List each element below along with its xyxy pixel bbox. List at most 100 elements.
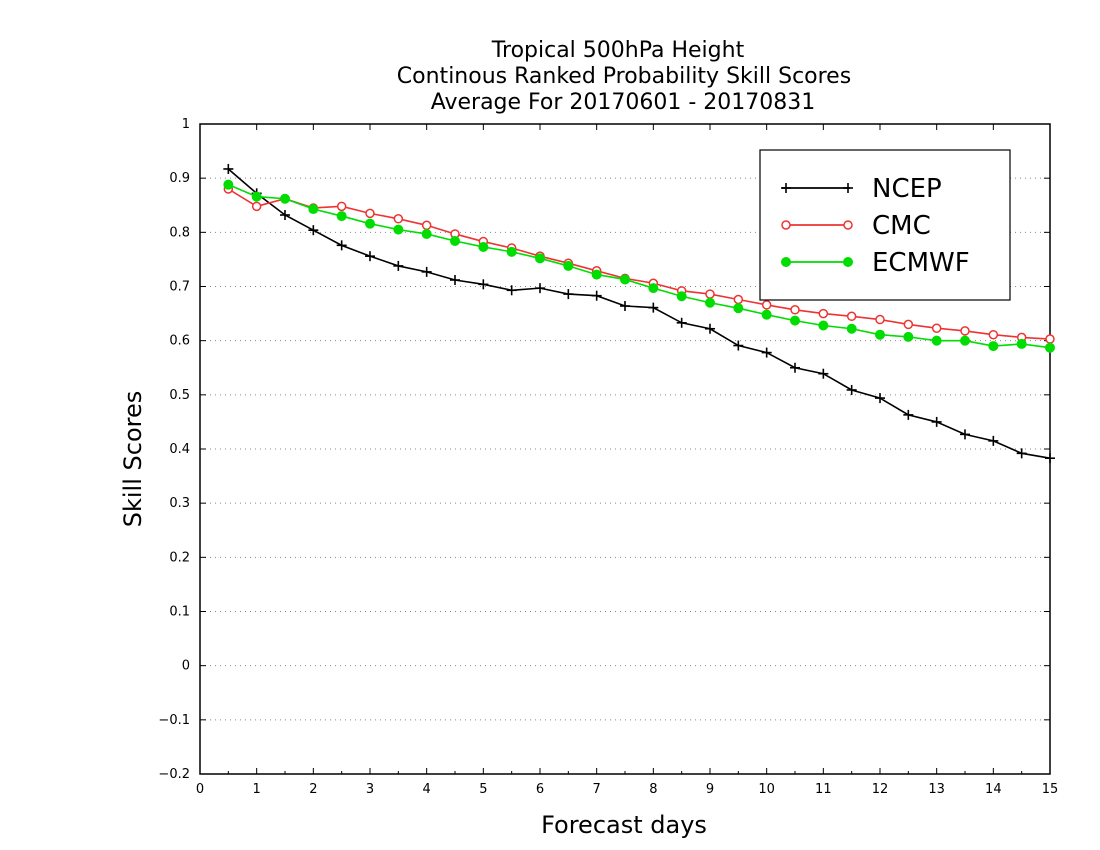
x-tick-label: 7 — [593, 782, 601, 797]
x-tick-label: 4 — [423, 782, 431, 797]
data-point-ecmwf — [761, 309, 772, 320]
data-point-ecmwf — [988, 341, 999, 352]
y-tick-label: 0.2 — [169, 550, 190, 565]
x-tick-label: 12 — [872, 782, 889, 797]
data-point-ecmwf — [875, 329, 885, 340]
data-point-ecmwf — [648, 283, 659, 294]
x-tick-label: 9 — [706, 782, 714, 797]
y-tick-label: 0.8 — [169, 225, 190, 240]
data-point-ecmwf — [1045, 342, 1055, 353]
chart-title-line-2: Continous Ranked Probability Skill Score… — [397, 64, 851, 89]
data-point-cmc — [251, 201, 262, 212]
data-point-cmc — [931, 323, 942, 333]
series-line-ncep — [227, 168, 1051, 459]
data-point-cmc — [988, 329, 999, 340]
series-line-cmc — [227, 188, 1051, 340]
grid — [200, 177, 1050, 721]
data-point-cmc — [336, 201, 347, 212]
series-ecmwf — [223, 179, 1055, 353]
data-point-ecmwf — [733, 303, 744, 314]
x-tick-label: 1 — [253, 782, 261, 797]
x-tick-label: 2 — [309, 782, 317, 797]
data-point-ecmwf — [308, 204, 319, 215]
x-tick-label: 10 — [758, 782, 775, 797]
y-tick-label: 0.7 — [169, 280, 190, 295]
x-tick-label: 8 — [649, 782, 657, 797]
legend-label-ncep: NCEP — [872, 174, 942, 204]
data-point-ecmwf — [393, 224, 404, 235]
data-point-ecmwf — [506, 246, 517, 257]
data-point-cmc — [875, 314, 885, 325]
data-point-ecmwf — [563, 260, 574, 271]
x-tick-label: 6 — [536, 782, 544, 797]
series-cmc — [223, 184, 1055, 344]
data-point-cmc — [903, 319, 914, 330]
x-tick-label: 14 — [985, 782, 1002, 797]
data-point-cmc — [761, 300, 772, 310]
y-tick-label: 0.3 — [169, 496, 190, 511]
x-tick-label: 15 — [1042, 782, 1059, 797]
data-point-ecmwf — [535, 253, 545, 264]
data-point-ecmwf — [223, 179, 234, 190]
data-point-ecmwf — [1016, 338, 1027, 349]
chart-title: Tropical 500hPa Height Continous Ranked … — [397, 38, 851, 115]
legend-label-ecmwf: ECMWF — [872, 248, 970, 278]
data-point-cmc — [846, 311, 857, 322]
series-ncep — [223, 163, 1055, 464]
data-point-ecmwf — [478, 241, 489, 252]
x-tick-label: 3 — [366, 782, 374, 797]
data-point-ecmwf — [818, 320, 829, 331]
data-point-ecmwf — [336, 211, 347, 222]
x-tick-label: 11 — [815, 782, 832, 797]
x-axis-label: Forecast days — [541, 811, 707, 839]
data-point-ecmwf — [450, 236, 460, 246]
data-point-ecmwf — [251, 191, 262, 202]
axes: −0.2−0.100.10.20.30.40.50.60.70.80.910 1 2… — [158, 117, 1058, 797]
y-tick-label: 0.4 — [169, 442, 190, 457]
y-tick-label: 0.5 — [169, 388, 190, 403]
data-point-cmc — [1045, 334, 1055, 344]
y-tick-label: 0.9 — [169, 171, 190, 186]
data-point-cmc — [818, 308, 829, 319]
y-tick-label: −0.2 — [158, 767, 190, 782]
data-point-cmc — [421, 220, 432, 231]
data-point-ecmwf — [846, 323, 857, 334]
legend-item-ncep: NCEP — [781, 174, 942, 204]
data-point-ecmwf — [421, 228, 432, 239]
y-tick-label: 1 — [182, 117, 190, 132]
legend-label-cmc: CMC — [872, 211, 931, 241]
data-point-cmc — [960, 326, 970, 336]
data-point-cmc — [733, 294, 744, 305]
data-point-cmc — [365, 208, 375, 219]
y-tick-label: 0.6 — [169, 334, 190, 349]
data-point-ecmwf — [790, 315, 800, 326]
x-tick-label: 0 — [196, 782, 204, 797]
x-tick-label: 13 — [928, 782, 945, 797]
data-point-ecmwf — [903, 331, 914, 342]
data-point-ecmwf — [620, 274, 630, 285]
data-point-ecmwf — [676, 291, 687, 302]
data-point-ecmwf — [591, 269, 602, 280]
data-point-cmc — [393, 214, 404, 224]
data-point-ecmwf — [705, 297, 715, 308]
chart-title-line-3: Average For 20170601 - 20170831 — [431, 90, 816, 115]
y-tick-label: 0 — [182, 659, 190, 674]
y-tick-label: −0.1 — [158, 713, 190, 728]
legend-marker-ecmwf — [781, 257, 791, 267]
y-tick-label: 0.1 — [169, 605, 190, 620]
chart-title-line-1: Tropical 500hPa Height — [491, 38, 745, 63]
legend: NCEP CMC ECMWF — [759, 149, 1011, 301]
legend-marker-ecmwf — [843, 257, 853, 267]
legend-item-cmc: CMC — [781, 211, 931, 241]
plot-frame — [199, 123, 1051, 775]
legend-item-ecmwf: ECMWF — [781, 248, 970, 278]
legend-marker-cmc — [781, 220, 791, 230]
data-point-cmc — [790, 305, 800, 315]
x-tick-label: 5 — [479, 782, 487, 797]
data-point-ecmwf — [960, 335, 970, 346]
data-point-ecmwf — [931, 335, 942, 346]
legend-marker-cmc — [843, 220, 853, 230]
data-point-cmc — [705, 289, 715, 299]
data-point-ecmwf — [280, 193, 290, 204]
